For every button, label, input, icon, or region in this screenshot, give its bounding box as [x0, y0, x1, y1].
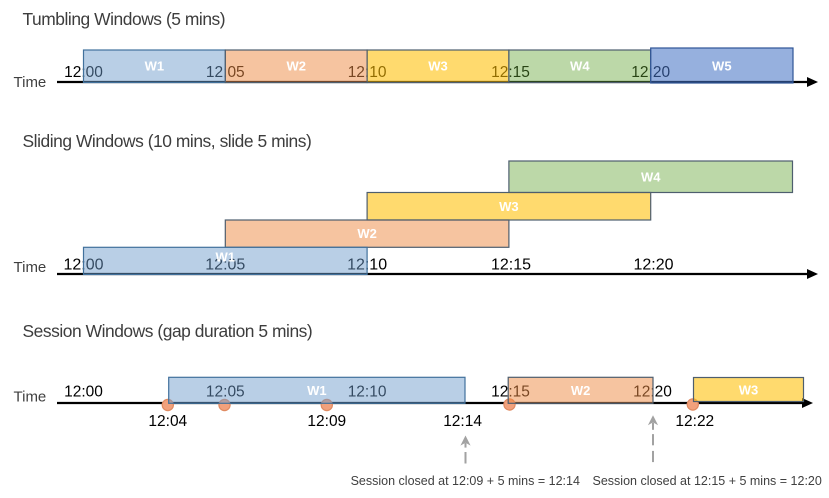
svg-text:W1: W1 — [307, 383, 327, 398]
svg-text:Time: Time — [14, 259, 47, 276]
svg-text:W1: W1 — [216, 250, 236, 265]
svg-text:Session closed at 12:15 + 5 mi: Session closed at 12:15 + 5 mins = 12:20 — [593, 474, 822, 488]
svg-text:Session Windows (gap duration: Session Windows (gap duration 5 mins) — [23, 321, 313, 341]
svg-text:W2: W2 — [286, 59, 306, 74]
svg-text:W3: W3 — [499, 199, 519, 214]
svg-text:W3: W3 — [739, 382, 759, 397]
svg-text:W4: W4 — [641, 170, 661, 185]
svg-text:W4: W4 — [570, 59, 590, 74]
svg-text:W5: W5 — [712, 59, 732, 74]
svg-text:12:22: 12:22 — [675, 413, 714, 430]
svg-text:12:20: 12:20 — [633, 257, 673, 274]
svg-text:W2: W2 — [357, 226, 377, 241]
svg-text:12:15: 12:15 — [491, 257, 531, 274]
svg-text:12:09: 12:09 — [307, 413, 346, 430]
svg-text:12:05: 12:05 — [206, 384, 245, 401]
svg-text:Time: Time — [14, 389, 47, 406]
svg-text:12:04: 12:04 — [148, 413, 187, 430]
svg-text:W1: W1 — [145, 59, 165, 74]
svg-text:12:05: 12:05 — [205, 257, 245, 274]
svg-text:W3: W3 — [428, 59, 448, 74]
svg-text:12:10: 12:10 — [348, 384, 387, 401]
svg-text:12:14: 12:14 — [443, 413, 482, 430]
svg-text:12:00: 12:00 — [64, 384, 103, 401]
svg-text:Sliding Windows (10 mins, slid: Sliding Windows (10 mins, slide 5 mins) — [23, 131, 312, 151]
svg-text:W2: W2 — [571, 383, 591, 398]
svg-text:Tumbling Windows (5 mins): Tumbling Windows (5 mins) — [23, 9, 226, 29]
svg-text:Session closed at 12:09 + 5 mi: Session closed at 12:09 + 5 mins = 12:14 — [351, 474, 580, 488]
svg-text:Time: Time — [14, 74, 47, 91]
